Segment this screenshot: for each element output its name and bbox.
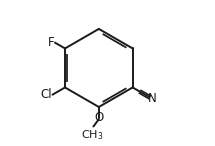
Text: N: N bbox=[147, 92, 156, 105]
Text: F: F bbox=[48, 36, 54, 49]
Text: O: O bbox=[94, 111, 103, 124]
Text: Cl: Cl bbox=[40, 88, 52, 101]
Text: CH$_3$: CH$_3$ bbox=[81, 129, 104, 142]
